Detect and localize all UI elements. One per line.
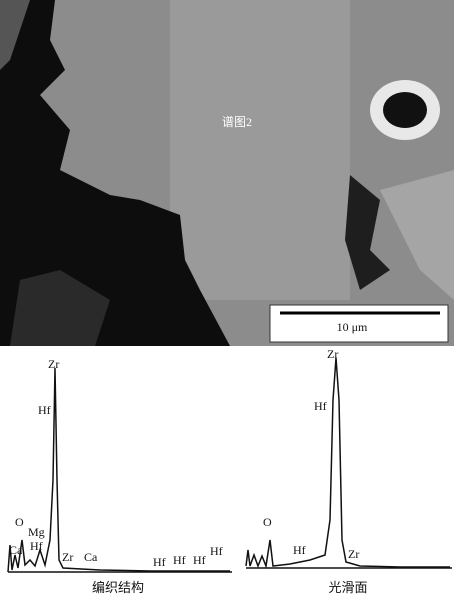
- spectrum-right: [246, 358, 452, 568]
- peak-label: Hf: [210, 544, 223, 558]
- peak-label: O: [263, 515, 272, 529]
- peak-label: Hf: [30, 539, 43, 553]
- peak-label: Hf: [293, 543, 306, 557]
- peak-label: Zr: [48, 357, 59, 371]
- peak-label: O: [15, 515, 24, 529]
- peak-label: Mg: [28, 525, 45, 539]
- peak-label: Zr: [62, 550, 73, 564]
- caption: 光滑面: [328, 581, 367, 596]
- scale-bar-label: 10 μm: [337, 320, 368, 334]
- peak-label: Hf: [38, 403, 51, 417]
- peak-labels-right: Zr Hf O Hf Zr: [263, 347, 359, 561]
- peak-label: Hf: [153, 555, 166, 569]
- peak-labels-left: Zr Hf O Mg Ca Hf Zr Ca Hf Hf Hf Hf: [9, 357, 223, 569]
- spot-label: 谱图2: [222, 115, 252, 129]
- peak-label: Hf: [314, 399, 327, 413]
- peak-label: Ca: [9, 543, 23, 557]
- peak-label: Ca: [84, 550, 98, 564]
- sem-image: 10 μm 谱图2: [0, 0, 454, 346]
- peak-label: Hf: [193, 553, 206, 567]
- peak-label: Zr: [348, 547, 359, 561]
- peak-label: Zr: [327, 347, 338, 361]
- peak-label: Hf: [173, 553, 186, 567]
- caption: 编织结构: [92, 581, 144, 596]
- figure: 10 μm 谱图2 Zr Hf O Mg Ca Hf Zr Ca Hf Hf H…: [0, 0, 454, 598]
